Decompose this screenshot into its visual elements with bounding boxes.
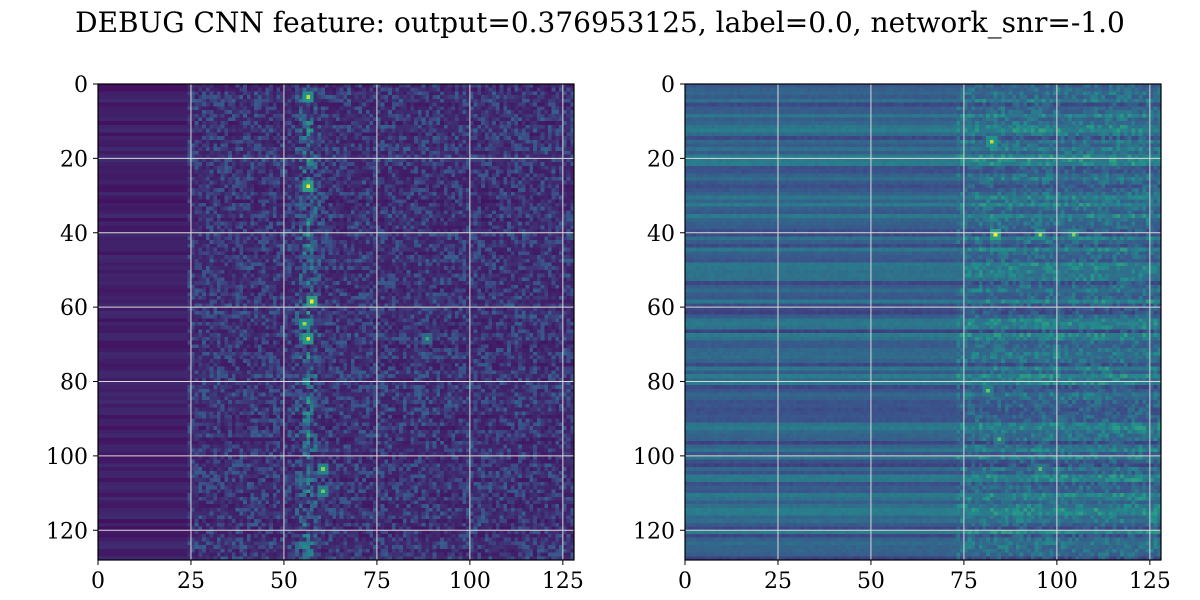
heatmap-image	[98, 84, 574, 560]
x-tick-label: 100	[1036, 569, 1078, 594]
x-tick-label: 75	[363, 569, 391, 594]
x-tick-label: 125	[1129, 569, 1171, 594]
axes-frame	[97, 83, 575, 561]
axes-frame	[684, 83, 1162, 561]
heatmap-panel-right: 0 25 50 75 100 125 0 20 40 60 80 100 120	[633, 73, 1171, 594]
y-tick-label: 60	[60, 296, 88, 321]
y-tick-label: 80	[60, 371, 88, 396]
y-tick-label: 120	[633, 519, 675, 544]
y-tick-label: 0	[661, 73, 675, 98]
x-tick-label: 100	[449, 569, 491, 594]
chart-title: DEBUG CNN feature: output=0.376953125, l…	[75, 6, 1125, 39]
heatmap-image	[685, 84, 1161, 560]
x-tick-label: 25	[177, 569, 205, 594]
y-tick-label: 120	[46, 519, 88, 544]
x-tick-label: 25	[764, 569, 792, 594]
x-tick-label: 0	[91, 569, 105, 594]
y-tick-label: 80	[647, 371, 675, 396]
x-tick-label: 0	[678, 569, 692, 594]
y-tick-label: 20	[647, 147, 675, 172]
heatmap-panel-left: 0 25 50 75 100 125 0 20 40 60 80 100 120	[46, 73, 584, 594]
y-tick-label: 40	[647, 222, 675, 247]
y-tick-label: 40	[60, 222, 88, 247]
x-tick-label: 50	[270, 569, 298, 594]
y-tick-label: 100	[46, 445, 88, 470]
x-tick-label: 75	[950, 569, 978, 594]
y-tick-label: 60	[647, 296, 675, 321]
y-tick-label: 20	[60, 147, 88, 172]
x-tick-label: 50	[857, 569, 885, 594]
y-tick-label: 0	[74, 73, 88, 98]
x-tick-label: 125	[542, 569, 584, 594]
y-tick-label: 100	[633, 445, 675, 470]
